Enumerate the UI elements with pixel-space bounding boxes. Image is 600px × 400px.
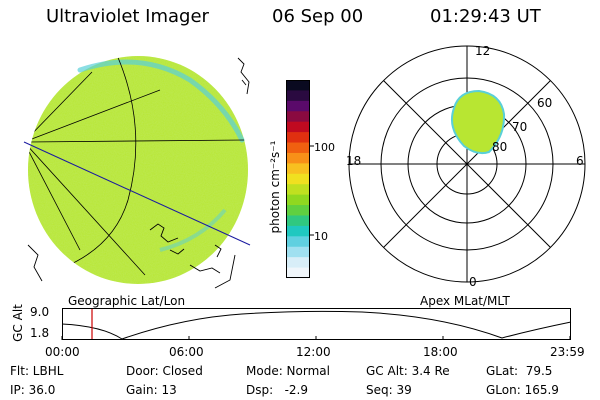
colorbar-segment <box>286 205 310 216</box>
colorbar-segment <box>286 257 310 269</box>
polar-magnetic-plot <box>348 45 586 283</box>
colorbar-segment <box>286 80 310 91</box>
mlt-0-label: 0 <box>469 275 477 289</box>
mlt-18-label: 18 <box>346 154 362 168</box>
mlat-60-label: 60 <box>537 96 553 110</box>
glon-value: GLon: 165.9 <box>486 383 559 397</box>
altitude-y-top: 9.0 <box>30 305 50 319</box>
colorbar-segment <box>286 267 310 279</box>
x-tick-0000: 00:00 <box>45 345 80 359</box>
lat-lon-grid <box>28 56 246 279</box>
colorbar-segment <box>286 163 310 175</box>
colorbar-segment <box>286 194 310 206</box>
left-panel-label: Geographic Lat/Lon <box>68 294 186 308</box>
colorbar-segment <box>286 100 310 112</box>
colorbar-segment <box>286 184 310 196</box>
right-panel-label: Apex MLat/MLT <box>420 294 510 308</box>
x-tick-2359: 23:59 <box>550 345 585 359</box>
gc-altitude-value: GC Alt: 3.4 Re <box>366 364 450 378</box>
mlat-80-label: 80 <box>492 140 508 154</box>
colorbar-segment <box>286 111 310 123</box>
x-tick-0600: 06:00 <box>169 345 204 359</box>
sequence-value: Seq: 39 <box>366 383 412 397</box>
geographic-image <box>23 56 251 289</box>
colorbar-segment <box>286 173 310 185</box>
mlat-70-label: 70 <box>512 120 528 134</box>
dsp-value: Dsp: -2.9 <box>246 383 309 397</box>
altitude-axis-label: GC Alt <box>11 304 25 342</box>
mode-value: Mode: Normal <box>246 364 330 378</box>
colorbar-unit-label: photon cm⁻²s⁻¹ <box>268 140 282 234</box>
door-value: Door: Closed <box>126 364 203 378</box>
auroral-oval <box>451 89 506 155</box>
colorbar-tick-100: 100 <box>314 141 335 154</box>
colorbar-segment <box>286 121 310 133</box>
colorbar-segment <box>286 90 310 102</box>
instrument-title: Ultraviolet Imager <box>46 6 209 27</box>
x-tick-1800: 18:00 <box>423 345 458 359</box>
altitude-plot <box>61 308 572 340</box>
time-label: 01:29:43 UT <box>430 6 541 27</box>
x-tick-1200: 12:00 <box>296 345 331 359</box>
colorbar-tick-10: 10 <box>314 230 328 243</box>
filter-value: Flt: LBHL <box>10 364 64 378</box>
colorbar-segment <box>286 236 310 248</box>
altitude-y-bottom: 1.8 <box>30 326 50 340</box>
colorbar-segment <box>286 225 310 237</box>
ip-value: IP: 36.0 <box>10 383 56 397</box>
colorbar-segment <box>286 246 310 258</box>
glat-value: GLat: 79.5 <box>486 364 553 378</box>
colorbar-segment <box>286 142 310 154</box>
colorbar-segment <box>286 215 310 227</box>
date-label: 06 Sep 00 <box>272 6 364 27</box>
color-scale-bar <box>286 80 314 279</box>
mlt-12-label: 12 <box>475 44 491 58</box>
mlt-6-label: 6 <box>576 154 584 168</box>
coastlines <box>27 57 250 289</box>
colorbar-segment <box>286 152 310 164</box>
colorbar-segment <box>286 132 310 144</box>
gain-value: Gain: 13 <box>126 383 177 397</box>
